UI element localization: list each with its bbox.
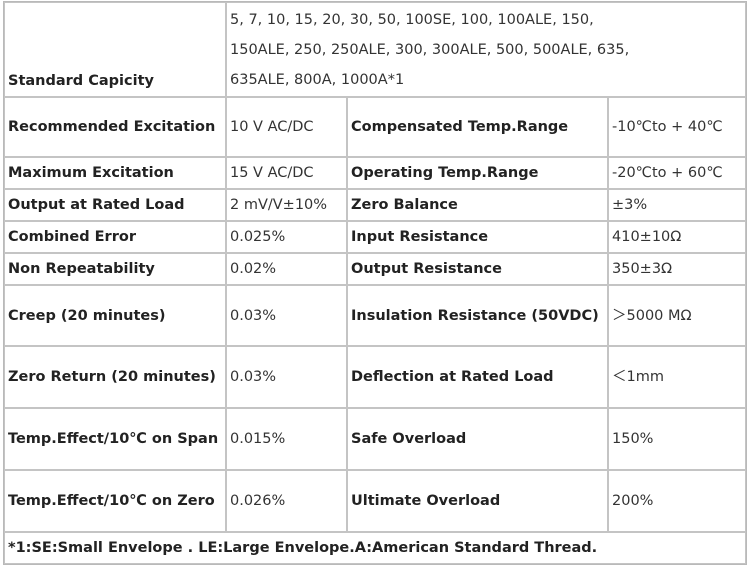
spec-label: Safe Overload (347, 408, 608, 470)
spec-label: Standard Capicity (4, 2, 226, 97)
spec-value: 0.025% (226, 221, 347, 253)
capacity-line: 635ALE, 800A, 1000A*1 (230, 71, 405, 88)
spec-label: Non Repeatability (4, 253, 226, 285)
spec-label: Output at Rated Load (4, 189, 226, 221)
spec-value: 200% (608, 470, 746, 532)
spec-value: 10 V AC/DC (226, 97, 347, 157)
spec-label: Zero Return (20 minutes) (4, 346, 226, 408)
spec-value: 0.02% (226, 253, 347, 285)
spec-value: 0.03% (226, 346, 347, 408)
spec-value: 150% (608, 408, 746, 470)
table-row: Temp.Effect/10℃ on Zero 0.026% Ultimate Ov… (4, 470, 746, 532)
spec-value: 410±10Ω (608, 221, 746, 253)
capacity-line: 150ALE, 250, 250ALE, 300, 300ALE, 500, 5… (230, 41, 630, 58)
spec-value: ＜1mm (608, 346, 746, 408)
spec-value: 15 V AC/DC (226, 157, 347, 189)
spec-value: 0.015% (226, 408, 347, 470)
spec-table: Standard Capicity 5, 7, 10, 15, 20, 30, … (3, 1, 747, 565)
table-row: *1:SE:Small Envelope . LE:Large Envelope… (4, 532, 746, 564)
spec-label: Creep (20 minutes) (4, 285, 226, 346)
footnote: *1:SE:Small Envelope . LE:Large Envelope… (4, 532, 746, 564)
spec-label: Combined Error (4, 221, 226, 253)
spec-label: Temp.Effect/10℃ on Zero (4, 470, 226, 532)
table-row: Creep (20 minutes) 0.03% Insulation Resist… (4, 285, 746, 346)
spec-label: Insulation Resistance (50VDC) (347, 285, 608, 346)
spec-label: Recommended Excitation (4, 97, 226, 157)
table-row: Zero Return (20 minutes) 0.03% Deflection … (4, 346, 746, 408)
table-row: Standard Capicity 5, 7, 10, 15, 20, 30, … (4, 2, 746, 97)
spec-value: -20℃to + 60℃ (608, 157, 746, 189)
table-row: Non Repeatability 0.02% Output Resistance 3… (4, 253, 746, 285)
table-row: Maximum Excitation 15 V AC/DC Operating Te… (4, 157, 746, 189)
spec-label: Compensated Temp.Range (347, 97, 608, 157)
spec-value: 350±3Ω (608, 253, 746, 285)
spec-label: Input Resistance (347, 221, 608, 253)
capacity-line: 5, 7, 10, 15, 20, 30, 50, 100SE, 100, 10… (230, 11, 594, 28)
spec-value: ±3% (608, 189, 746, 221)
spec-value: ＞5000 MΩ (608, 285, 746, 346)
spec-value: -10℃to + 40℃ (608, 97, 746, 157)
spec-label: Operating Temp.Range (347, 157, 608, 189)
table-row: Recommended Excitation 10 V AC/DC Compensa… (4, 97, 746, 157)
spec-label: Output Resistance (347, 253, 608, 285)
table-row: Output at Rated Load 2 mV/V±10% Zero Balan… (4, 189, 746, 221)
spec-label: Maximum Excitation (4, 157, 226, 189)
spec-label: Temp.Effect/10℃ on Span (4, 408, 226, 470)
table-row: Temp.Effect/10℃ on Span 0.015% Safe Overlo… (4, 408, 746, 470)
spec-label: Deflection at Rated Load (347, 346, 608, 408)
spec-label: Ultimate Overload (347, 470, 608, 532)
spec-value: 2 mV/V±10% (226, 189, 347, 221)
table-row: Combined Error 0.025% Input Resistance 410±… (4, 221, 746, 253)
spec-value: 0.026% (226, 470, 347, 532)
spec-label: Zero Balance (347, 189, 608, 221)
capacity-values: 5, 7, 10, 15, 20, 30, 50, 100SE, 100, 10… (226, 2, 746, 97)
spec-value: 0.03% (226, 285, 347, 346)
